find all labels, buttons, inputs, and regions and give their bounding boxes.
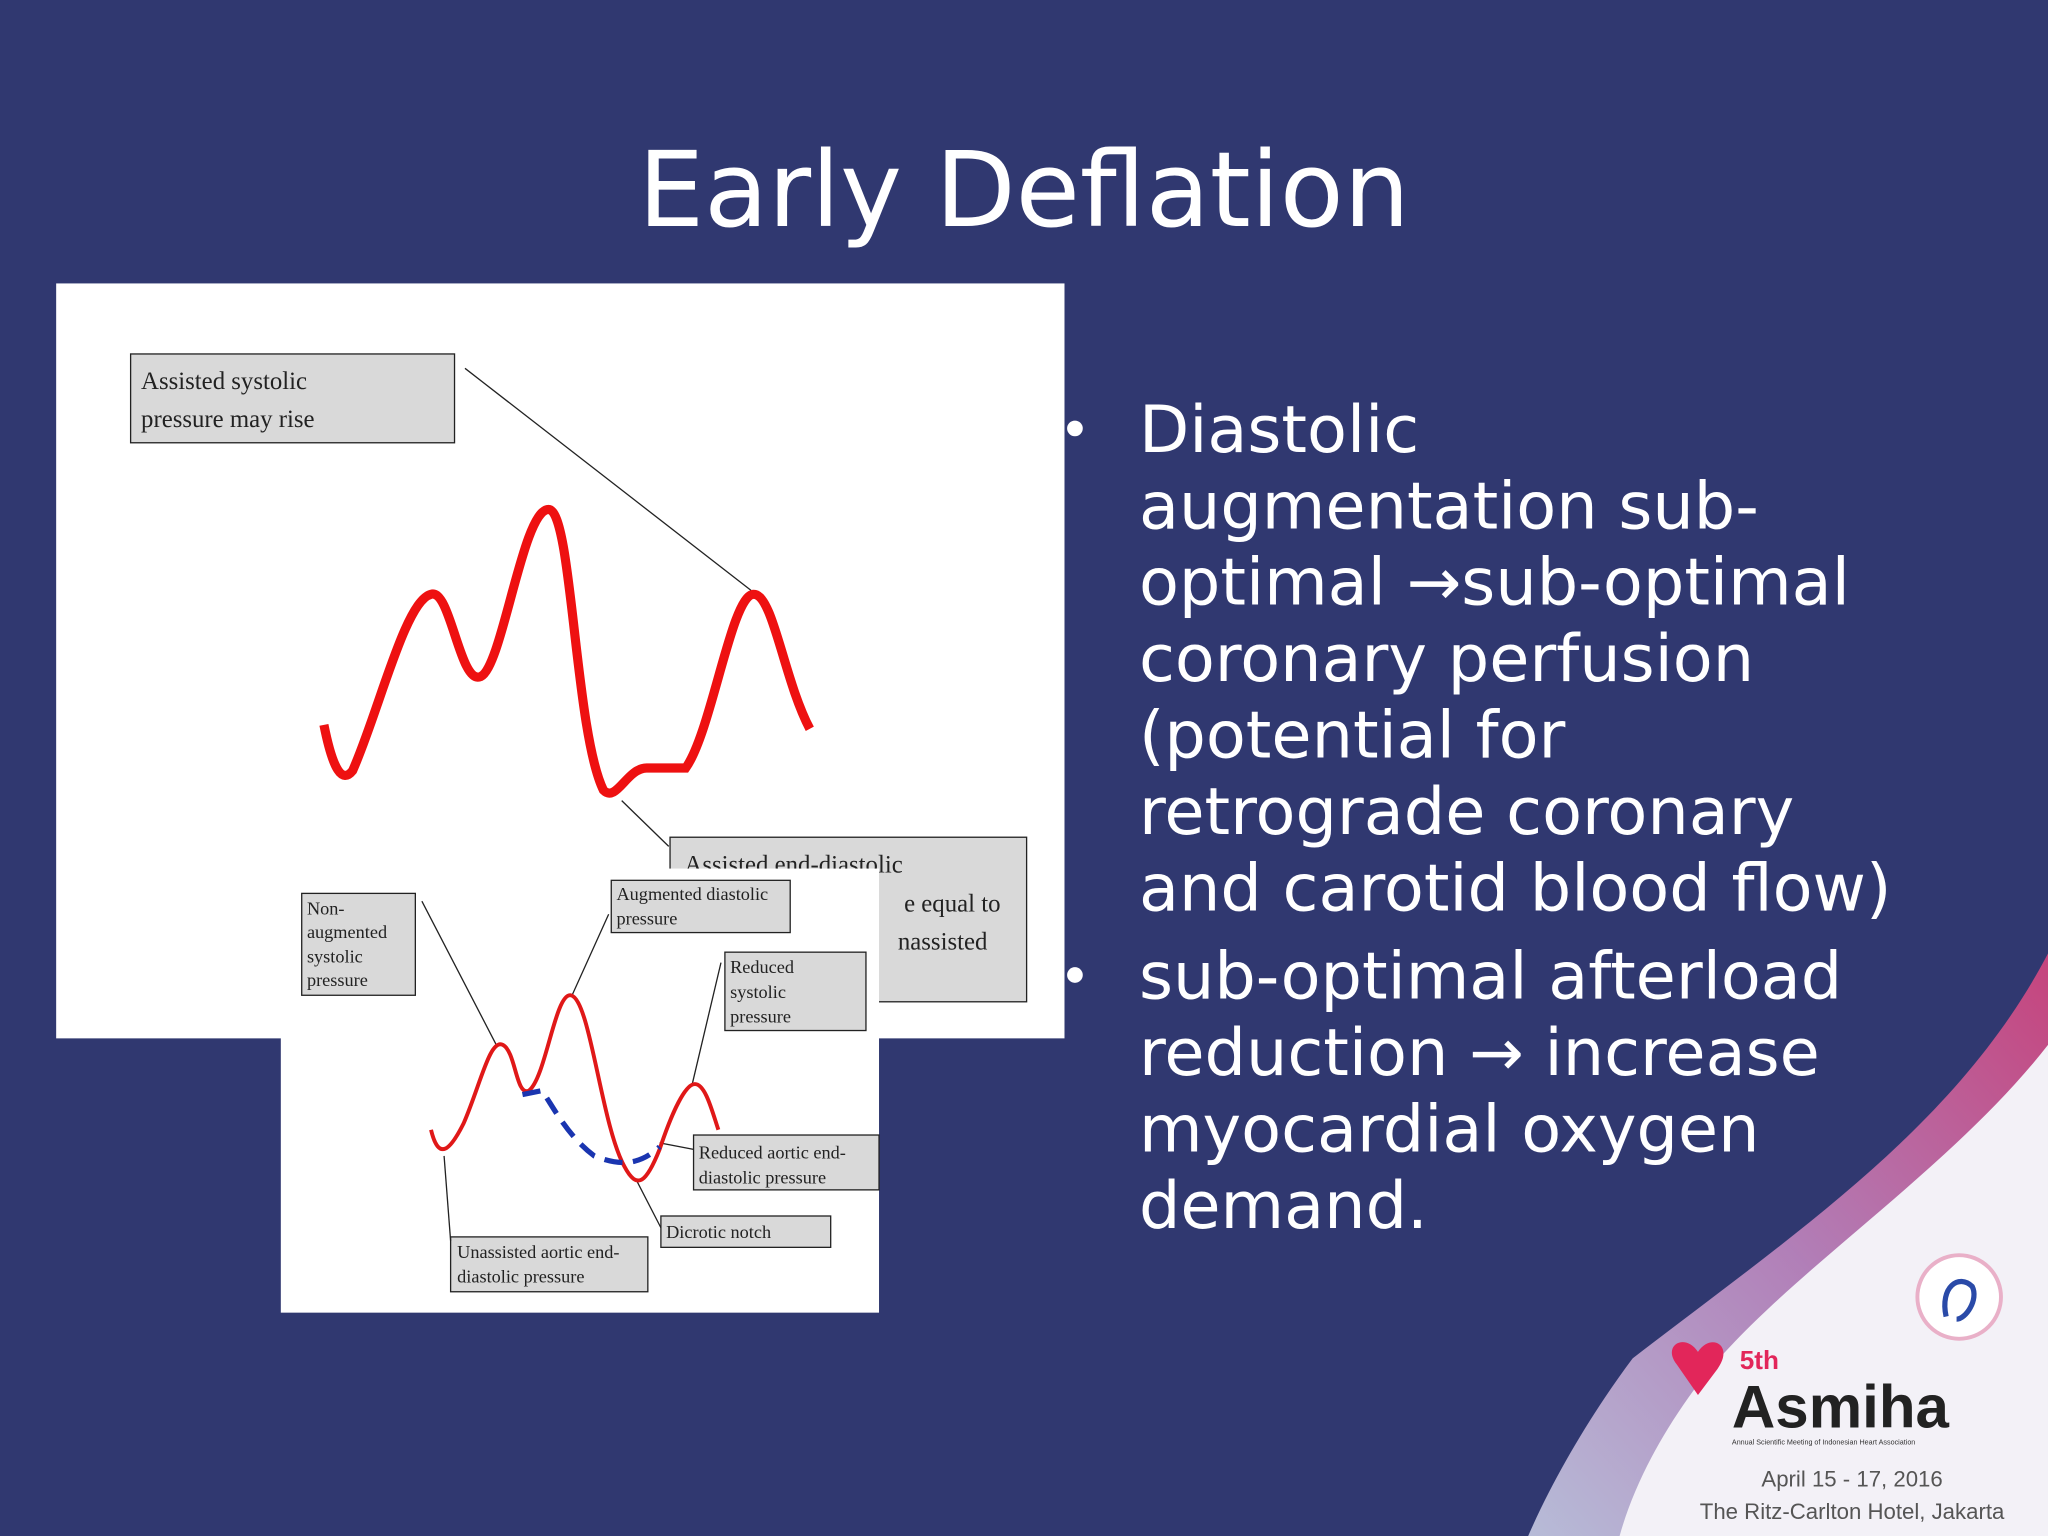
- label: pressure: [307, 970, 368, 990]
- label: e equal to: [904, 891, 1000, 918]
- label: systolic: [307, 947, 363, 967]
- bullet-text: Diastolic: [1139, 392, 1419, 468]
- label-box: [692, 1134, 880, 1191]
- waveform: [319, 504, 814, 798]
- bullet-text: myocardial oxygen: [1139, 1091, 1760, 1167]
- bullet-dot: [1067, 420, 1083, 437]
- label: Augmented diastolic: [616, 884, 768, 904]
- label: diastolic pressure: [457, 1267, 584, 1287]
- bullet-text: reduction → increase: [1139, 1015, 1820, 1091]
- label: Non-: [307, 898, 345, 918]
- bullet-text: coronary perfusion: [1139, 621, 1754, 697]
- label: diastolic pressure: [699, 1167, 826, 1187]
- label: Assisted systolic: [141, 368, 307, 395]
- bullet-text: retrograde coronary: [1139, 774, 1794, 850]
- label: nassisted: [898, 929, 988, 956]
- waveform-dashed: [521, 1087, 662, 1166]
- logo-heart: [1671, 1342, 1724, 1395]
- label-box: [129, 353, 456, 444]
- logo-emblem-mark: [1942, 1278, 1977, 1322]
- bullet-text: and carotid blood flow): [1139, 850, 1891, 926]
- label: Dicrotic notch: [666, 1222, 771, 1242]
- label-box: [301, 892, 416, 996]
- label: augmented: [307, 922, 387, 942]
- bullet-text: (potential for: [1139, 698, 1566, 774]
- label: Reduced: [730, 957, 794, 977]
- logo-tagline: Annual Scientific Meeting of Indonesian …: [1732, 1439, 1915, 1447]
- bullet-text: demand.: [1139, 1168, 1428, 1244]
- logo-name: Asmiha: [1732, 1374, 1950, 1441]
- bullet-text: sub-optimal afterload: [1139, 939, 1842, 1015]
- bullet-text: augmentation sub-: [1139, 468, 1759, 544]
- connector: [621, 800, 670, 847]
- bullet-dot: [1067, 967, 1083, 983]
- logo-dates: April 15 - 17, 2016: [1761, 1466, 1942, 1491]
- logo-emblem: [1915, 1253, 2003, 1341]
- connectors: [421, 900, 722, 1241]
- label: Unassisted aortic end-: [457, 1242, 619, 1262]
- title: Early Deflation: [638, 129, 1410, 251]
- label-box: [724, 951, 867, 1032]
- bullet-text: optimal →sub-optimal: [1139, 545, 1850, 621]
- swoosh-light: [1619, 1044, 2048, 1536]
- logo-venue: The Ritz-Carlton Hotel, Jakarta: [1700, 1499, 2005, 1524]
- waveform: [429, 993, 721, 1183]
- label-box: [660, 1215, 832, 1248]
- connector: [464, 367, 752, 591]
- label: Reduced aortic end-: [699, 1143, 846, 1163]
- label-box: [610, 879, 791, 934]
- label-box: [449, 1236, 649, 1293]
- label: pressure may rise: [141, 406, 315, 433]
- label: systolic: [730, 982, 786, 1002]
- label: pressure: [616, 909, 677, 929]
- logo-edition: 5th: [1740, 1345, 1779, 1375]
- label: pressure: [730, 1007, 791, 1027]
